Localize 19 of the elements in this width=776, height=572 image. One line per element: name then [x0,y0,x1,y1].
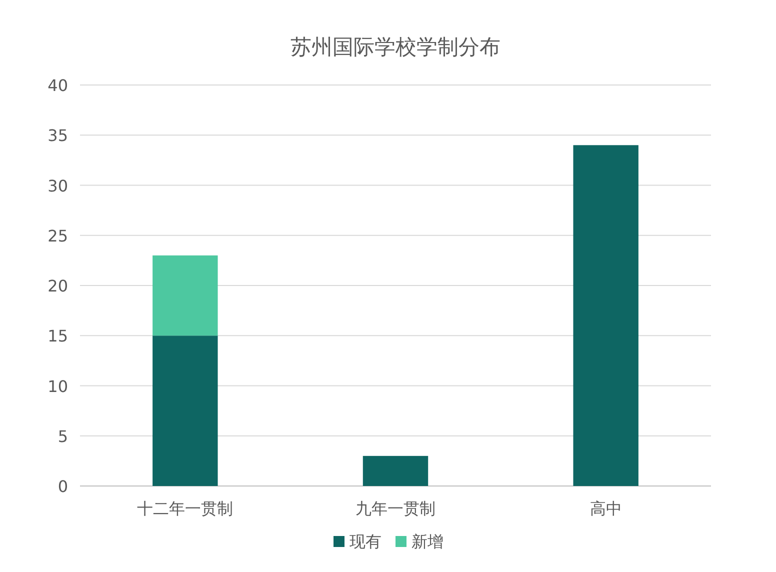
y-tick-label: 5 [58,426,68,446]
y-tick-label: 15 [48,326,68,346]
legend-label: 新增 [412,532,444,551]
x-tick-label: 九年一贯制 [356,499,436,518]
y-tick-label: 0 [58,477,68,496]
bar [152,336,218,486]
legend-label: 现有 [350,532,382,551]
bar [573,145,638,486]
y-tick-label: 10 [48,376,68,396]
y-tick-label: 35 [48,126,68,146]
y-tick-label: 20 [48,276,68,296]
x-tick-label: 十二年一贯制 [137,499,234,518]
chart-title: 苏州国际学校学制分布 [290,35,500,59]
y-tick-label: 30 [48,176,68,196]
bar [362,456,428,486]
y-tick-label: 25 [48,226,68,246]
y-tick-label: 40 [48,76,68,95]
bar [152,255,218,336]
x-tick-label: 高中 [590,499,622,518]
